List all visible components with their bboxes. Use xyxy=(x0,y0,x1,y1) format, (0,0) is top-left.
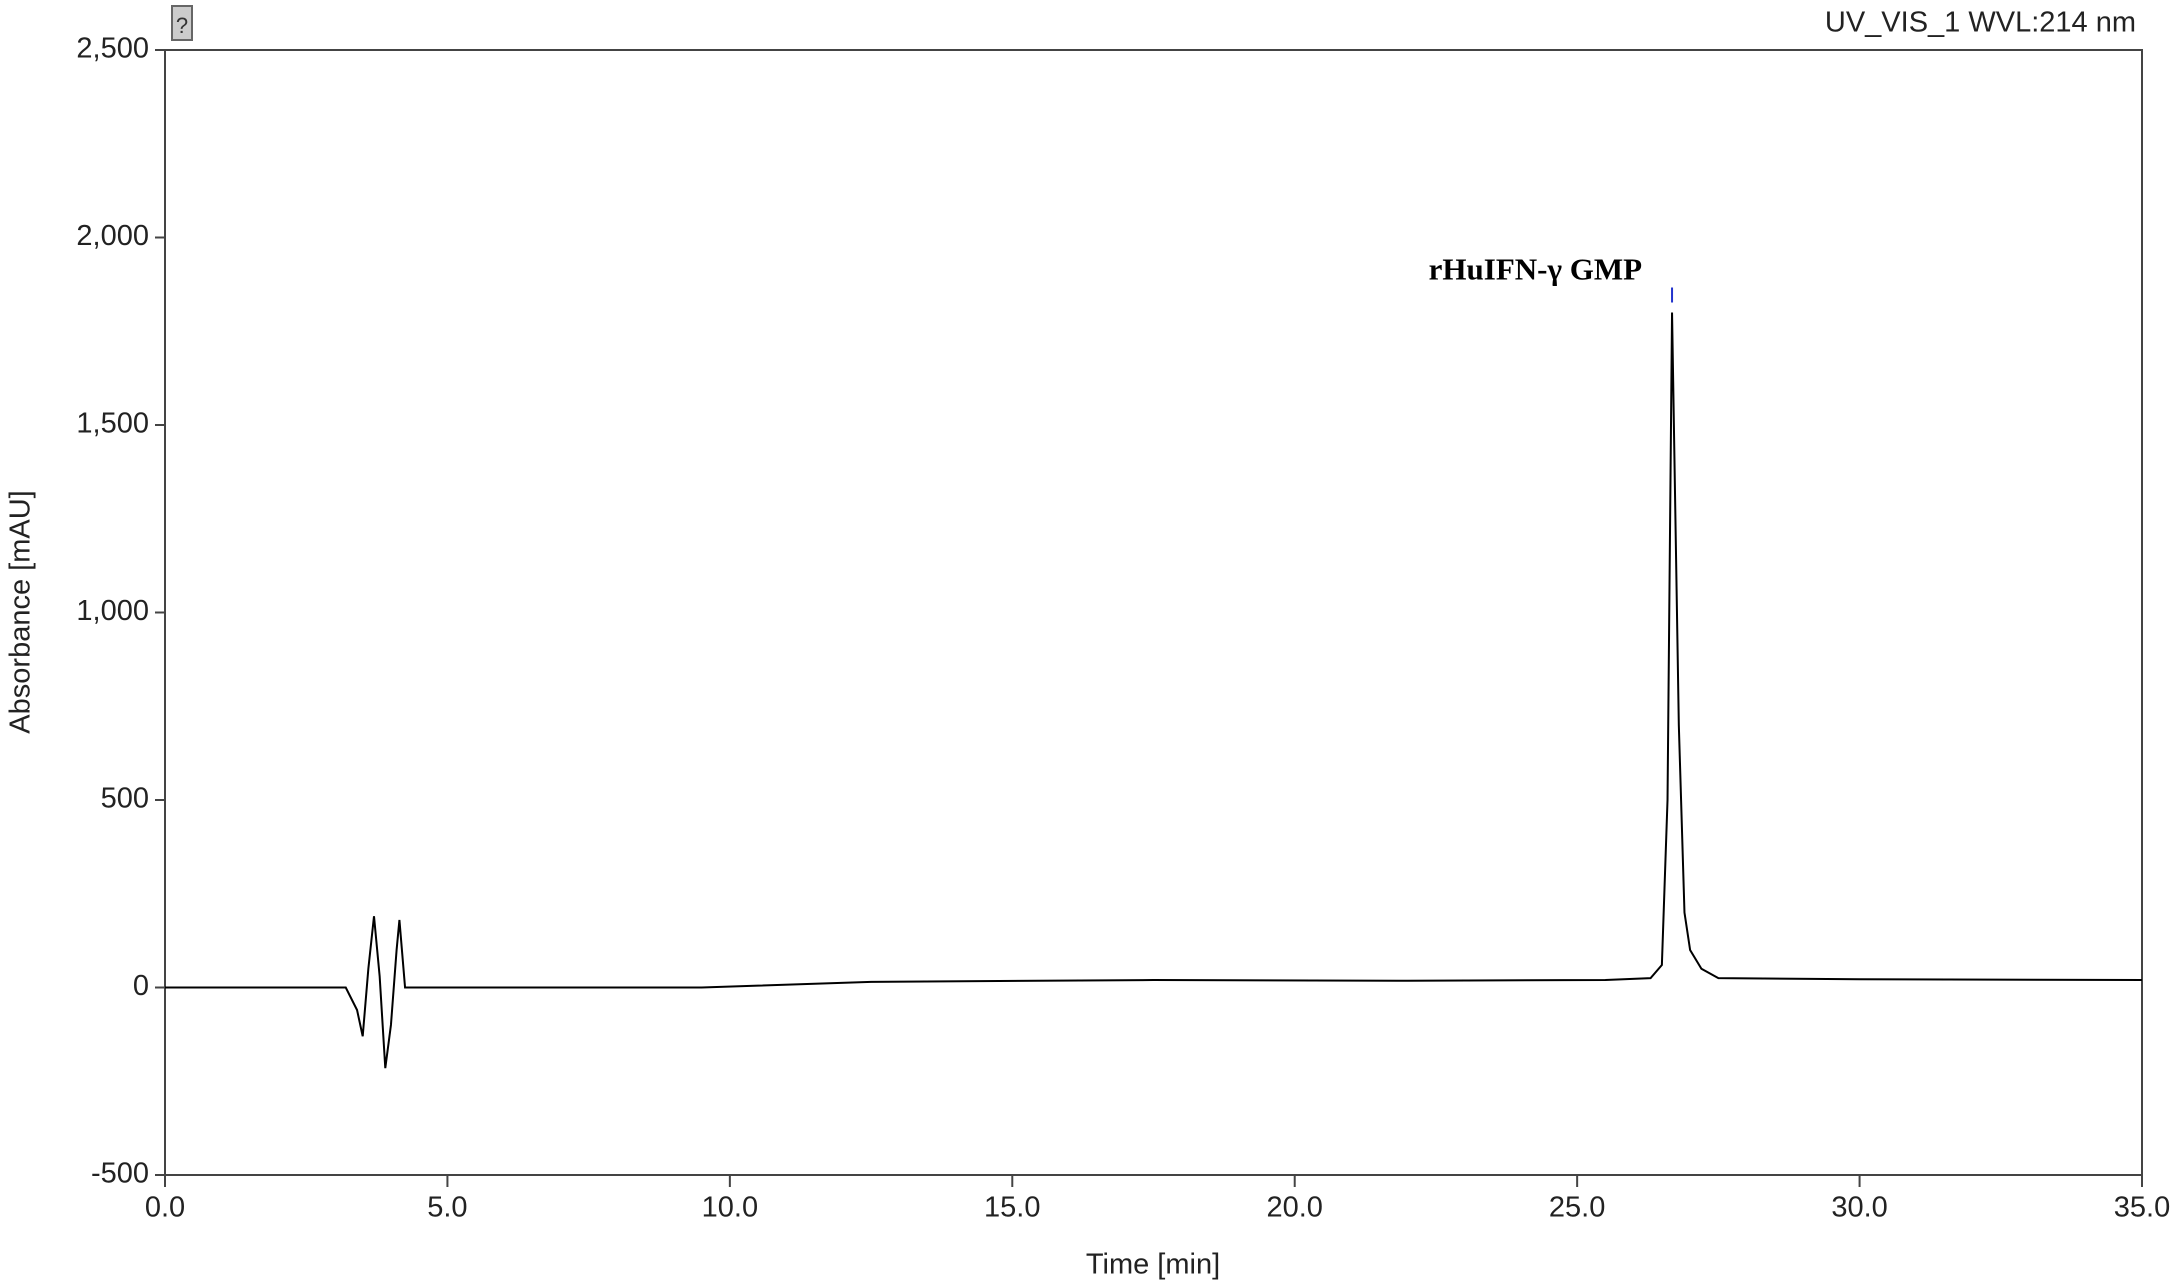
peak-annotation: rHuIFN-γ GMP xyxy=(1429,252,1642,287)
y-tick-label: 500 xyxy=(101,783,149,815)
y-tick-label: 2,000 xyxy=(76,220,149,252)
trace xyxy=(165,312,2143,1069)
x-tick-label: 25.0 xyxy=(1549,1192,1605,1224)
y-tick-label: -500 xyxy=(91,1158,149,1190)
x-tick-label: 10.0 xyxy=(702,1192,758,1224)
y-axis-label: Absorbance [mAU] xyxy=(5,490,37,733)
y-tick-label: 2,500 xyxy=(76,33,149,65)
x-tick-label: 5.0 xyxy=(427,1192,467,1224)
x-tick-label: 0.0 xyxy=(145,1192,185,1224)
channel-label: UV_VIS_1 WVL:214 nm xyxy=(1825,7,2136,39)
y-tick-label: 1,000 xyxy=(76,595,149,627)
icon: ? xyxy=(171,5,193,41)
x-tick-label: 35.0 xyxy=(2114,1192,2170,1224)
x-tick-label: 20.0 xyxy=(1266,1192,1322,1224)
x-axis-label: Time [min] xyxy=(1086,1249,1220,1281)
x-tick-label: 30.0 xyxy=(1831,1192,1887,1224)
y-tick-label: 0 xyxy=(133,970,149,1002)
y-tick-label: 1,500 xyxy=(76,408,149,440)
x-tick-label: 15.0 xyxy=(984,1192,1040,1224)
svg-text:?: ? xyxy=(176,13,188,38)
